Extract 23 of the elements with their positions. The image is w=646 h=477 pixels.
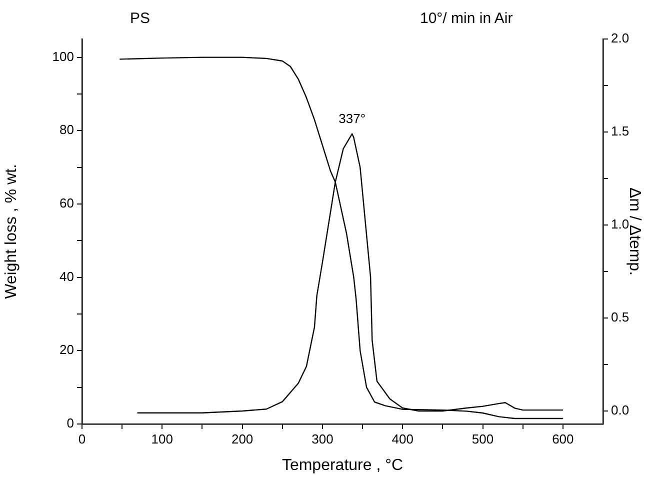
y-tick-label: 40	[60, 268, 74, 284]
x-tick-label: 0	[78, 431, 86, 446]
y2-tick-label: 1.5	[611, 124, 630, 139]
x-tick-label: 100	[151, 431, 174, 446]
y2-tick-label: 2.0	[611, 30, 630, 46]
y-tick-label: 0	[66, 416, 74, 431]
chart-subtitle: 10°/ min in Air	[420, 10, 513, 27]
y-tick-label: 20	[60, 342, 74, 358]
annotation: 337°	[338, 110, 366, 126]
y-axis-title: Weight loss , % wt.	[3, 164, 20, 299]
x-tick-label: 400	[392, 431, 414, 446]
y2-tick-label: 1.0	[611, 216, 630, 232]
x-tick-label: 600	[552, 431, 574, 446]
y2-tick-label: 0.0	[611, 402, 630, 418]
y-tick-label: 60	[60, 196, 74, 211]
y2-tick-label: 0.5	[611, 310, 630, 325]
chart-title: PS	[130, 10, 150, 27]
x-tick-label: 300	[312, 431, 334, 446]
y-tick-label: 100	[52, 48, 74, 64]
x-tick-label: 500	[472, 431, 494, 446]
x-axis-title: Temperature , °C	[282, 456, 404, 474]
x-tick-label: 200	[231, 431, 254, 446]
y-tick-label: 80	[60, 122, 74, 138]
